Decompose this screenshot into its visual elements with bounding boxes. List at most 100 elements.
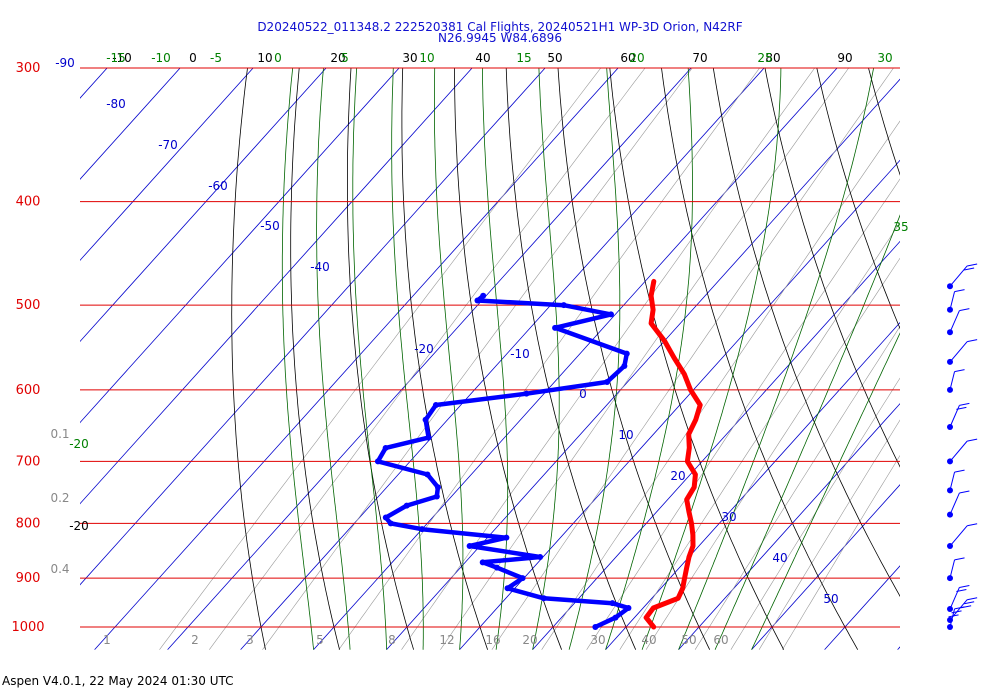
moist-adiabat-line [678,68,875,650]
wind-barb-staff [949,310,960,333]
dry-adiabat-line [967,52,1000,649]
mixing-ratio-left-label: 0.4 [50,562,69,576]
dry-adiabat-line [231,68,266,650]
top-temperature-label: 70 [692,51,707,65]
mixing-ratio-label: 12 [439,633,454,647]
wind-barb-flag [956,588,967,592]
wind-barb-flag [967,438,978,442]
isotherm-label: -60 [208,179,228,193]
wind-barb-staff [949,492,960,515]
dewpoint-point [604,379,611,386]
isobars [80,67,900,628]
wind-barb-flag [967,597,978,601]
dry-adiabat-line [764,68,900,468]
dewpoint-point [382,444,389,451]
wind-barb-flag [959,490,970,494]
mixing-ratio-left-label: 0.1 [50,427,69,441]
moist-adiabat-line [714,214,900,650]
dewpoint-point [623,350,630,357]
wind-barb-flag [954,289,965,293]
moist-adiabat-line [352,68,387,650]
isotherm-line [459,159,900,650]
dewpoint-point [403,502,410,509]
dry-adiabat-line [290,68,340,650]
isotherm-line [80,68,181,180]
wind-barb-flag [964,267,975,271]
top-dewpoint-label: -15 [106,51,126,65]
dry-adiabat-line [347,68,414,650]
mixing-ratio-line [758,419,900,650]
mixing-ratio-label: 8 [388,633,396,647]
top-dewpoint-label: 30 [877,51,892,65]
top-temperature-label: 0 [189,51,197,65]
moist-adiabat-line [434,68,464,650]
top-temperature-label: 20 [330,51,345,65]
moist-adiabat-line [568,68,621,650]
dewpoint-point [519,575,526,582]
dewpoint-point [493,564,500,571]
moist-adiabat-line [751,332,900,650]
dewpoint-point [432,402,439,409]
isotherm-label: -70 [158,138,178,152]
isobar-label: 1000 [11,620,44,635]
dry-adiabat-line [609,68,785,650]
isotherm-label: 0 [579,387,587,401]
isotherm-label: 20 [670,469,685,483]
dewpoint-point [479,559,486,566]
isotherm-line [678,403,900,650]
dewpoint-point [434,484,441,491]
mixing-ratio-label: 5 [316,633,324,647]
mixing-ratio-line [262,68,693,650]
mixing-ratio-label: 40 [641,633,656,647]
mixing-ratio-label: 1 [103,633,111,647]
dewpoint-point [382,514,389,521]
isobar-label: 600 [16,383,41,398]
top-temperature-label: 60 [620,51,635,65]
left-dry-label: -20 [69,519,89,533]
isotherm-line [605,321,900,650]
mixing-ratio-label: 20 [522,633,537,647]
mixing-ratio-line [730,377,900,650]
wind-barb-flag [964,601,975,605]
dry-adiabat-line [916,52,1000,649]
isotherm-label: -50 [260,219,280,233]
dry-adiabat-line [401,68,488,650]
isobar-label: 700 [16,454,41,469]
isotherm-label: -20 [414,342,434,356]
isobar-label: 500 [16,298,41,313]
moist-adiabat-line [605,68,693,650]
wind-barb-staff [949,599,968,621]
wind-barb-flag [954,557,965,561]
dewpoint-point [537,553,544,560]
dewpoint-point [374,458,381,465]
wind-barb-flag [959,308,970,312]
top-dewpoint-label: 0 [274,51,282,65]
top-temperature-label: 40 [475,51,490,65]
wind-barb-flag [954,369,965,373]
dewpoint-point [422,416,429,423]
mixing-ratio-line [694,325,900,650]
isobar-label: 300 [16,61,41,76]
dewpoint-point [560,302,567,309]
top-temperature-label: -10 [112,51,132,65]
dewpoint-point [609,600,616,607]
left-moist-label: -20 [69,437,89,451]
isotherm-line [80,68,254,261]
wind-barb-staff [949,472,956,491]
top-dewpoint-label: 15 [516,51,531,65]
dry-adiabat-line [868,68,900,176]
wind-barb-flag [961,605,972,609]
isotherm-line [80,68,546,586]
isotherm-line [167,68,692,650]
isobar-label: 900 [16,571,41,586]
dewpoint-point [480,292,487,299]
dewpoint-point [474,297,481,304]
sounding-traces [374,278,703,630]
dewpoint-point [523,390,530,397]
moist-adiabat-line [532,68,560,650]
wind-profile [947,263,978,630]
mixing-ratio-left-label: 0.2 [50,491,69,505]
dewpoint-point [540,595,547,602]
isotherm-label: 40 [772,551,787,565]
wind-barb-staff [949,440,968,462]
